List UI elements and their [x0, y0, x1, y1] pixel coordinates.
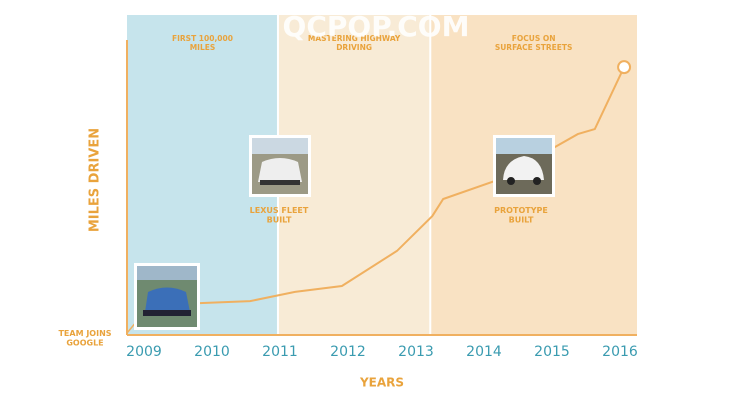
photo-team — [134, 263, 200, 330]
end-point — [617, 60, 632, 75]
x-tick-label: 2009 — [126, 344, 162, 360]
x-tick-label: 2016 — [602, 344, 638, 360]
watermark: QCPOP.COM — [283, 10, 470, 43]
band-label: FOCUS ON SURFACE STREETS — [495, 34, 573, 52]
x-tick-label: 2013 — [398, 344, 434, 360]
x-tick-label: 2012 — [330, 344, 366, 360]
x-tick-label: 2014 — [466, 344, 502, 360]
x-tick-label: 2010 — [194, 344, 230, 360]
x-tick-label: 2011 — [262, 344, 298, 360]
annotation: PROTOTYPE BUILT — [494, 206, 548, 225]
y-axis-label: MILES DRIVEN — [88, 128, 103, 232]
band-label: FIRST 100,000 MILES — [172, 34, 233, 52]
annotation: TEAM JOINS GOOGLE — [58, 329, 111, 348]
photo-prototype — [493, 135, 555, 197]
annotation: LEXUS FLEET BUILT — [250, 206, 309, 225]
photo-lexus — [249, 135, 311, 197]
x-tick-label: 2015 — [534, 344, 570, 360]
band-label: MASTERING HIGHWAY DRIVING — [308, 34, 401, 52]
x-axis-label: YEARS — [359, 376, 404, 390]
miles-line — [199, 66, 626, 305]
